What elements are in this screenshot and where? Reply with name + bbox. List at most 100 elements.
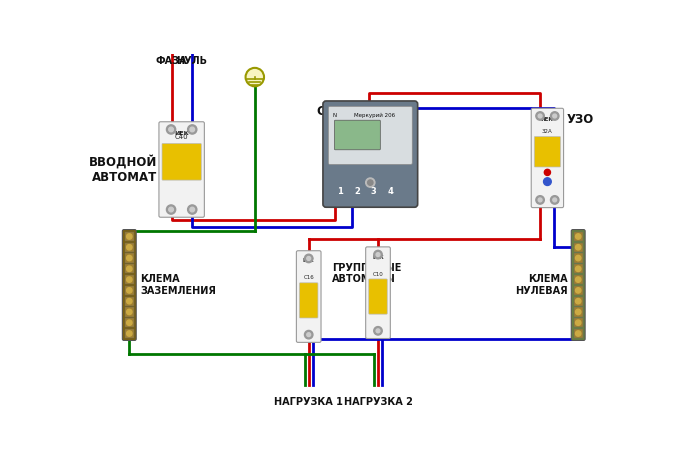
Circle shape <box>127 288 132 293</box>
Text: УЗО: УЗО <box>567 113 594 126</box>
Bar <box>125 318 134 327</box>
Circle shape <box>127 245 132 250</box>
Circle shape <box>127 277 132 282</box>
Circle shape <box>304 330 313 339</box>
Circle shape <box>190 127 195 132</box>
Text: 3: 3 <box>371 188 377 197</box>
Circle shape <box>127 309 132 315</box>
Circle shape <box>575 309 581 315</box>
Circle shape <box>536 112 545 120</box>
Circle shape <box>127 266 132 271</box>
Circle shape <box>307 333 311 337</box>
Text: C40: C40 <box>175 134 188 140</box>
Text: ИЕК: ИЕК <box>174 131 189 136</box>
Bar <box>125 253 134 263</box>
Bar <box>125 243 134 252</box>
Text: 1: 1 <box>337 188 343 197</box>
Circle shape <box>307 256 311 261</box>
Bar <box>573 232 583 241</box>
FancyBboxPatch shape <box>300 283 318 318</box>
Bar <box>573 264 583 274</box>
FancyBboxPatch shape <box>369 279 387 314</box>
Text: КЛЕМА
ЗАЗЕМЛЕНИЯ: КЛЕМА ЗАЗЕМЛЕНИЯ <box>140 274 216 296</box>
Bar <box>573 243 583 252</box>
FancyBboxPatch shape <box>159 122 204 217</box>
Bar <box>125 286 134 295</box>
Circle shape <box>188 125 197 134</box>
Bar <box>573 253 583 263</box>
Bar <box>125 264 134 274</box>
Circle shape <box>368 180 373 185</box>
Circle shape <box>127 331 132 336</box>
Text: 4: 4 <box>388 188 393 197</box>
Text: 32А: 32А <box>542 129 553 134</box>
Circle shape <box>575 245 581 250</box>
Circle shape <box>169 127 174 132</box>
Text: НАГРУЗКА 1: НАГРУЗКА 1 <box>274 396 343 407</box>
FancyBboxPatch shape <box>296 251 321 342</box>
Circle shape <box>127 255 132 261</box>
Circle shape <box>246 68 264 86</box>
Bar <box>125 329 134 338</box>
Circle shape <box>575 255 581 261</box>
Circle shape <box>575 298 581 304</box>
Circle shape <box>365 178 375 187</box>
Text: 2: 2 <box>354 188 360 197</box>
Text: ИЕК: ИЕК <box>303 258 314 263</box>
Text: N: N <box>332 113 336 118</box>
FancyBboxPatch shape <box>335 120 380 150</box>
Circle shape <box>127 320 132 325</box>
Bar <box>125 297 134 306</box>
Circle shape <box>553 198 556 202</box>
Circle shape <box>374 250 382 259</box>
Circle shape <box>536 196 545 204</box>
Bar <box>125 275 134 284</box>
Circle shape <box>304 254 313 263</box>
Circle shape <box>544 178 552 185</box>
FancyBboxPatch shape <box>365 247 391 338</box>
Bar <box>125 232 134 241</box>
FancyBboxPatch shape <box>571 230 585 341</box>
Bar <box>573 318 583 327</box>
Text: Меркурий 206: Меркурий 206 <box>354 113 395 118</box>
Circle shape <box>376 329 380 333</box>
Circle shape <box>127 234 132 239</box>
FancyBboxPatch shape <box>122 230 136 341</box>
Circle shape <box>374 327 382 335</box>
FancyBboxPatch shape <box>323 101 418 207</box>
Circle shape <box>545 169 550 176</box>
Circle shape <box>190 207 195 212</box>
Circle shape <box>553 114 556 118</box>
Text: ГРУППОВЫЕ
АВТОМАТЫ: ГРУППОВЫЕ АВТОМАТЫ <box>332 263 401 284</box>
Circle shape <box>167 125 176 134</box>
Text: C10: C10 <box>372 272 384 277</box>
Circle shape <box>550 196 559 204</box>
Bar <box>573 286 583 295</box>
Circle shape <box>127 298 132 304</box>
Circle shape <box>575 320 581 325</box>
Circle shape <box>169 207 174 212</box>
Circle shape <box>376 252 380 256</box>
Circle shape <box>167 205 176 214</box>
Circle shape <box>575 288 581 293</box>
FancyBboxPatch shape <box>162 144 202 180</box>
Circle shape <box>575 331 581 336</box>
Text: ВВОДНОЙ
АВТОМАТ: ВВОДНОЙ АВТОМАТ <box>89 155 158 184</box>
FancyBboxPatch shape <box>531 108 564 207</box>
Bar <box>573 329 583 338</box>
Circle shape <box>575 234 581 239</box>
Bar <box>573 297 583 306</box>
Circle shape <box>188 205 197 214</box>
Text: ИЕК: ИЕК <box>372 255 384 260</box>
FancyBboxPatch shape <box>328 106 412 165</box>
Circle shape <box>575 277 581 282</box>
Circle shape <box>538 114 542 118</box>
Text: C16: C16 <box>303 275 314 280</box>
FancyBboxPatch shape <box>534 137 561 167</box>
Text: СЧЕТЧИК: СЧЕТЧИК <box>316 105 380 118</box>
Circle shape <box>538 198 542 202</box>
Text: НУЛЬ: НУЛЬ <box>176 55 207 66</box>
Bar <box>573 307 583 316</box>
Bar <box>573 275 583 284</box>
Circle shape <box>575 266 581 271</box>
